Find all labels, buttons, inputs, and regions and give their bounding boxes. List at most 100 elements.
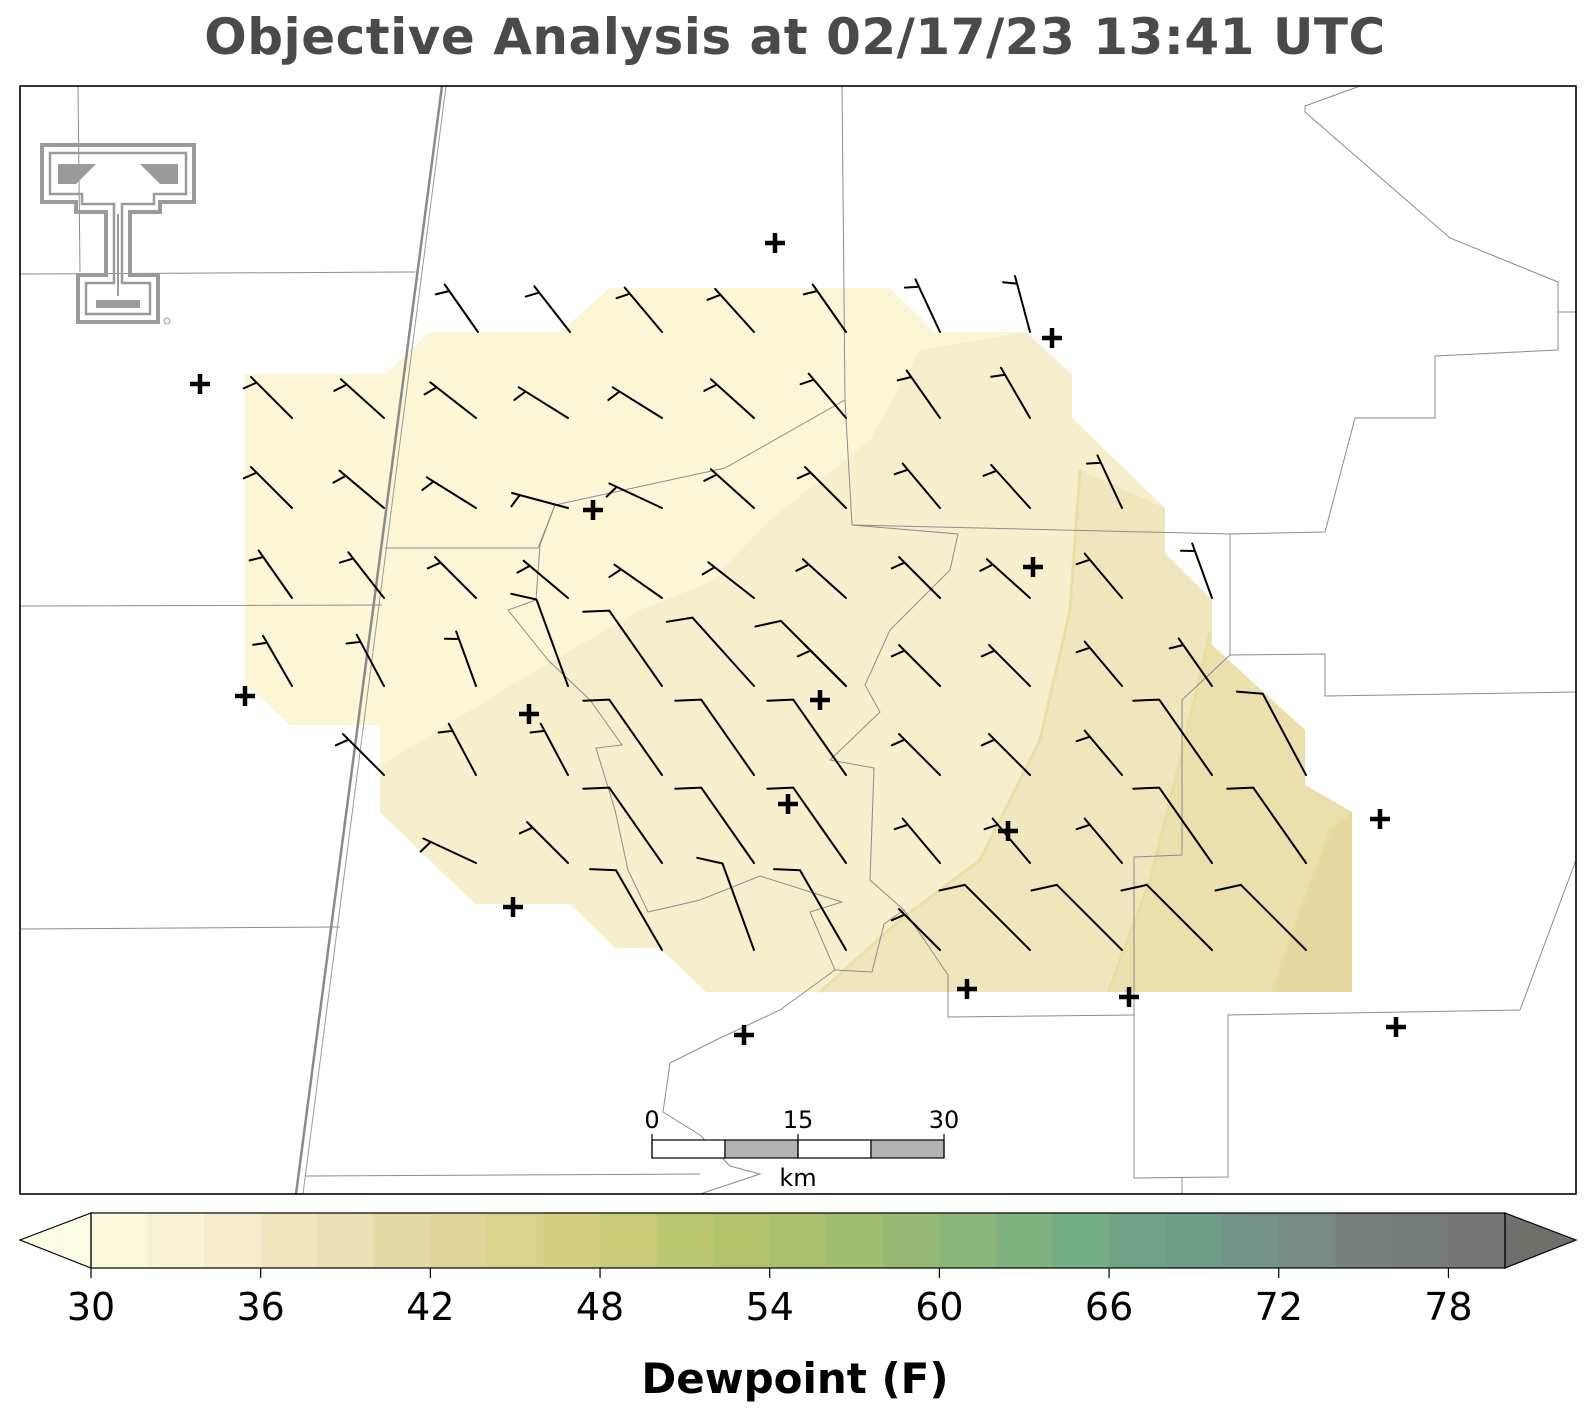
wind-barb	[990, 366, 1031, 419]
wind-barb	[589, 868, 663, 951]
colorbar-cell	[147, 1213, 205, 1268]
wind-barb	[802, 283, 847, 333]
colorbar-tick-label: 30	[67, 1285, 115, 1329]
wind-barb	[674, 698, 755, 776]
station-marker	[1023, 557, 1043, 577]
wind-barb	[1085, 454, 1123, 509]
colorbar-cell	[204, 1213, 262, 1268]
wind-barb	[582, 609, 663, 687]
colorbar-cell	[600, 1213, 658, 1268]
colorbar-tick-label: 54	[746, 1285, 794, 1329]
wind-barb	[703, 468, 755, 509]
station-marker	[765, 233, 785, 253]
station-marker	[957, 979, 977, 999]
wind-barb	[1179, 542, 1213, 599]
wind-barb	[605, 482, 663, 509]
colorbar-cell	[1448, 1213, 1506, 1268]
wind-barb	[1226, 786, 1307, 864]
station-marker	[1370, 809, 1390, 829]
colorbar-extend-high	[1504, 1212, 1578, 1269]
colorbar-cell	[1052, 1213, 1110, 1268]
colorbar-cell	[1165, 1213, 1223, 1268]
colorbar-cell	[713, 1213, 771, 1268]
wind-barb	[1075, 817, 1123, 864]
wind-barb	[983, 817, 1031, 864]
wind-barb	[1120, 883, 1213, 951]
wind-barb	[896, 369, 941, 419]
station-marker	[1386, 1017, 1406, 1037]
colorbar-cell	[1335, 1213, 1393, 1268]
wind-barb	[982, 463, 1031, 509]
colorbar-tick-label: 42	[406, 1285, 454, 1329]
wind-barb	[338, 551, 385, 599]
wind-barb	[1132, 786, 1213, 864]
dewpoint-contour-lines	[818, 469, 1353, 994]
wind-barb	[754, 619, 847, 687]
plot-frame	[19, 85, 1577, 1195]
wind-barb	[796, 466, 847, 509]
station-marker	[778, 794, 798, 814]
wind-barb	[252, 634, 293, 687]
station-marker	[583, 500, 603, 520]
colorbar-cell	[882, 1213, 940, 1268]
wind-barb	[510, 592, 569, 687]
wind-barb	[890, 733, 941, 776]
wind-barb	[421, 476, 477, 509]
colorbar-cell	[826, 1213, 884, 1268]
wind-barb	[1002, 275, 1031, 333]
wind-barb	[766, 698, 847, 776]
station-marker	[998, 821, 1018, 841]
texas-tech-logo	[40, 143, 196, 325]
wind-barb	[890, 556, 941, 599]
scale-unit: km	[779, 1164, 816, 1192]
colorbar-cell	[939, 1213, 997, 1268]
wind-barb	[248, 549, 293, 599]
scale-label-0: 0	[644, 1106, 659, 1134]
wind-barb	[443, 630, 477, 687]
wind-barb	[980, 644, 1031, 687]
wind-barb	[334, 733, 385, 776]
wind-barb	[524, 285, 571, 333]
map-title: Objective Analysis at 02/17/23 13:41 UTC	[204, 8, 1386, 66]
station-marker	[519, 704, 539, 724]
colorbar-cell	[995, 1213, 1054, 1268]
wind-barb	[1075, 552, 1123, 599]
scale-label-15: 15	[783, 1106, 814, 1134]
wind-barb	[1075, 729, 1123, 776]
dewpoint-field-band-4	[1272, 812, 1352, 992]
colorbar-cell	[1278, 1213, 1336, 1268]
wind-barb	[608, 563, 663, 599]
wind-barb	[582, 698, 663, 776]
wind-barb	[1075, 640, 1123, 687]
wind-barb	[890, 644, 941, 687]
colorbar-tick-label: 48	[576, 1285, 624, 1329]
wind-barb	[1214, 883, 1307, 951]
colorbar-label: Dewpoint (F)	[641, 1354, 949, 1403]
colorbar-cell	[260, 1213, 318, 1268]
wind-barb	[674, 786, 755, 864]
wind-barb	[345, 633, 385, 687]
station-marker	[1119, 987, 1139, 1007]
colorbar-cell	[430, 1213, 488, 1268]
station-marker	[235, 686, 255, 706]
wind-barb	[706, 287, 755, 333]
wind-barb	[242, 376, 293, 419]
wind-barb	[434, 283, 479, 333]
wind-barb	[1030, 883, 1123, 951]
scale-bar: 0 15 30 km	[644, 1106, 959, 1192]
wind-barb	[980, 733, 1031, 776]
colorbar-cell	[1222, 1213, 1280, 1268]
station-markers	[190, 233, 1406, 1045]
wind-barb	[1168, 637, 1213, 687]
wind-barb	[893, 462, 941, 509]
colorbar-tick-label: 66	[1085, 1285, 1133, 1329]
colorbar-cell	[1391, 1213, 1449, 1268]
station-marker	[734, 1025, 754, 1045]
wind-barb	[426, 556, 477, 599]
wind-barb	[607, 386, 663, 419]
colorbar-extend-low	[18, 1212, 92, 1269]
wind-barb	[615, 286, 663, 333]
station-marker	[810, 690, 830, 710]
wind-barb	[419, 837, 477, 864]
wind-barb	[665, 616, 755, 687]
